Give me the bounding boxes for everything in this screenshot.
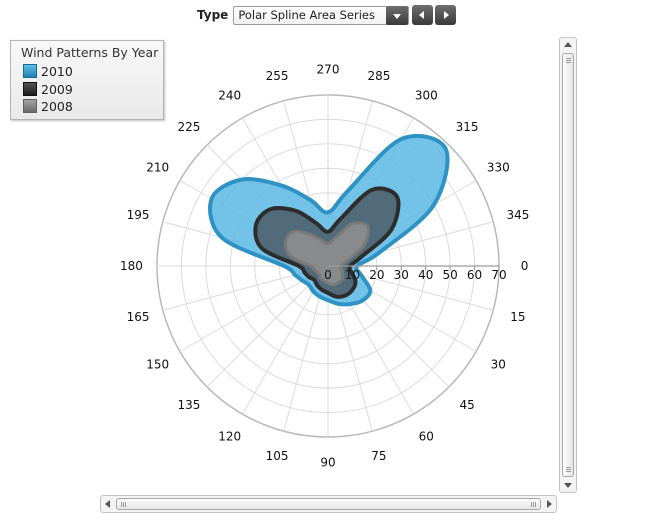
- angle-label: 105: [266, 449, 289, 463]
- angle-label: 225: [177, 120, 200, 134]
- angle-label: 30: [491, 357, 506, 371]
- legend: Wind Patterns By Year 2010 2009 2008: [10, 40, 164, 120]
- series-area-2008: [284, 221, 370, 287]
- scroll-down-icon[interactable]: [564, 483, 572, 488]
- angle-label: 330: [487, 161, 510, 175]
- legend-swatch-2008: [23, 99, 37, 113]
- radial-tick-label: 30: [394, 268, 409, 282]
- angle-label: 150: [146, 357, 169, 371]
- angle-label: 270: [317, 62, 340, 76]
- legend-label: 2008: [41, 98, 73, 114]
- angle-label: 45: [459, 398, 474, 412]
- scroll-up-icon[interactable]: [564, 42, 572, 47]
- angle-label: 195: [127, 208, 150, 222]
- radial-tick-label: 50: [443, 268, 458, 282]
- angle-label: 60: [419, 429, 434, 443]
- radial-tick-label: 10: [345, 268, 360, 282]
- radial-tick-label: 40: [418, 268, 433, 282]
- series-layer: [208, 134, 450, 307]
- scroll-right-icon[interactable]: [547, 500, 552, 508]
- series-area-2010: [208, 134, 450, 307]
- angle-label: 285: [367, 69, 390, 83]
- chevron-down-icon[interactable]: [386, 5, 409, 25]
- series-type-dropdown[interactable]: Polar Spline Area Series: [233, 5, 410, 25]
- legend-item-2010: 2010: [23, 63, 73, 79]
- horizontal-scrollbar[interactable]: [100, 495, 557, 513]
- radial-tick-label: 60: [467, 268, 482, 282]
- angle-label: 180: [120, 259, 143, 273]
- legend-label: 2009: [41, 81, 73, 97]
- label-layer: 0 10 20 30 40 50 60 70 0 15 30 45 60 75 90 105 120 135 150…: [120, 62, 529, 469]
- radial-tick-label: 20: [369, 268, 384, 282]
- legend-item-2008: 2008: [23, 98, 73, 114]
- angle-label: 120: [218, 429, 241, 443]
- vertical-scrollbar[interactable]: [559, 37, 577, 493]
- series-type-toolbar: Type Polar Spline Area Series: [197, 4, 457, 26]
- legend-title: Wind Patterns By Year: [21, 45, 159, 60]
- vertical-scroll-thumb[interactable]: [562, 53, 574, 477]
- type-label: Type: [197, 8, 229, 22]
- radial-tick-label: 70: [491, 268, 506, 282]
- horizontal-scroll-thumb[interactable]: [116, 498, 541, 510]
- angle-label: 300: [415, 89, 438, 103]
- next-type-button[interactable]: [435, 5, 457, 25]
- previous-type-button[interactable]: [412, 5, 434, 25]
- angle-label: 90: [320, 456, 335, 470]
- legend-label: 2010: [41, 63, 73, 79]
- legend-swatch-2009: [23, 82, 37, 96]
- angle-label: 240: [218, 89, 241, 103]
- series-type-selected-value: Polar Spline Area Series: [238, 7, 375, 22]
- angle-label: 15: [510, 310, 525, 324]
- angle-label: 135: [177, 398, 200, 412]
- legend-item-2009: 2009: [23, 81, 73, 97]
- angle-label: 255: [266, 69, 289, 83]
- radial-tick-label: 0: [324, 268, 332, 282]
- angle-label: 75: [371, 449, 386, 463]
- scroll-left-icon[interactable]: [105, 500, 110, 508]
- angle-label: 345: [506, 208, 529, 222]
- angle-label: 165: [127, 310, 150, 324]
- axis-layer: [327, 265, 500, 270]
- angle-label: 315: [456, 120, 479, 134]
- legend-swatch-2010: [23, 64, 37, 78]
- angle-label: 0: [521, 259, 529, 273]
- angle-label: 210: [146, 161, 169, 175]
